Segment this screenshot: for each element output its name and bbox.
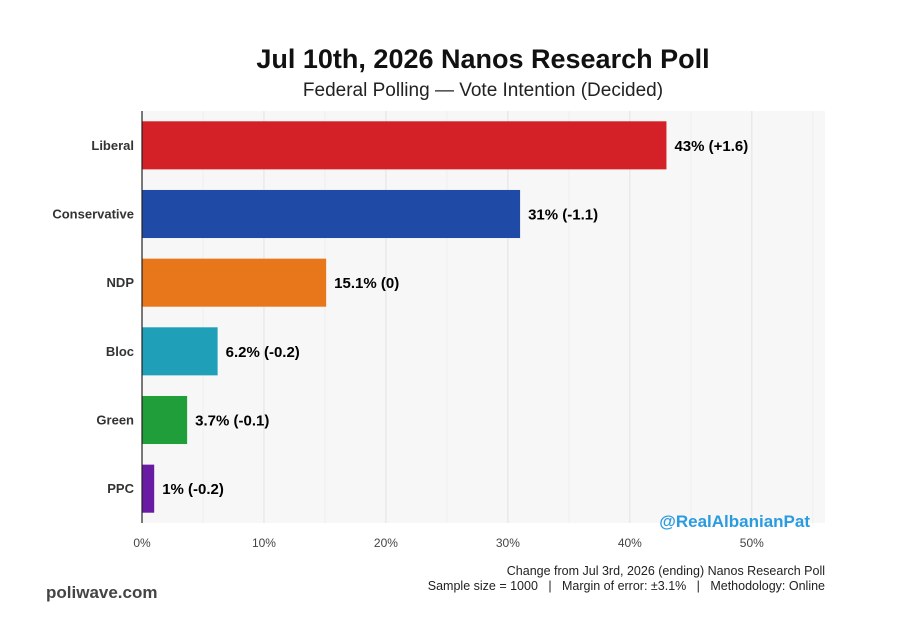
chart-subtitle: Federal Polling — Vote Intention (Decide…: [302, 80, 664, 101]
bar-green: [142, 395, 188, 445]
x-tick-label: 40%: [618, 536, 642, 550]
category-label-ndp: NDP: [107, 275, 135, 290]
bar-conservative: [142, 189, 521, 239]
bar-ndp: [142, 258, 327, 307]
bar-bloc: [142, 327, 218, 376]
chart-title: Jul 10th, 2026 Nanos Research Poll: [256, 44, 710, 74]
x-tick-label: 50%: [740, 536, 764, 550]
gridlines: [202, 111, 814, 523]
footer-site: poliwave.com: [46, 583, 158, 602]
x-tick-label: 20%: [374, 536, 398, 550]
category-label-ppc: PPC: [107, 481, 134, 496]
x-tick-label: 0%: [133, 536, 151, 550]
value-labels: 43% (+1.6) 31% (-1.1) 15.1% (0) 6.2% (-0.2)…: [162, 138, 748, 498]
value-label-bloc: 6.2% (-0.2): [226, 344, 300, 361]
x-tick-labels: 0% 10% 20% 30% 40% 50%: [133, 536, 764, 550]
value-label-liberal: 43% (+1.6): [674, 138, 748, 155]
category-label-liberal: Liberal: [91, 138, 134, 153]
value-label-ppc: 1% (-0.2): [162, 481, 224, 498]
footer-notes: Change from Jul 3rd, 2026 (ending) Nanos…: [428, 564, 825, 594]
x-tick-label: 10%: [252, 536, 276, 550]
bars: [142, 121, 667, 513]
value-label-ndp: 15.1% (0): [334, 275, 399, 292]
category-label-green: Green: [96, 413, 134, 428]
bar-ppc: [142, 464, 155, 513]
x-tick-label: 30%: [496, 536, 520, 550]
footer-methodology-note: Sample size = 1000 | Margin of error: ±3…: [427, 579, 825, 593]
bar-liberal: [142, 121, 667, 170]
plot-background: [142, 111, 825, 523]
category-label-conservative: Conservative: [52, 207, 134, 222]
watermark: @RealAlbanianPat: [659, 512, 810, 531]
footer-change-note: Change from Jul 3rd, 2026 (ending) Nanos…: [506, 564, 825, 578]
value-label-conservative: 31% (-1.1): [528, 207, 598, 224]
category-labels: Liberal Conservative NDP Bloc Green PPC: [52, 138, 134, 496]
value-label-green: 3.7% (-0.1): [195, 413, 269, 430]
category-label-bloc: Bloc: [106, 344, 134, 359]
